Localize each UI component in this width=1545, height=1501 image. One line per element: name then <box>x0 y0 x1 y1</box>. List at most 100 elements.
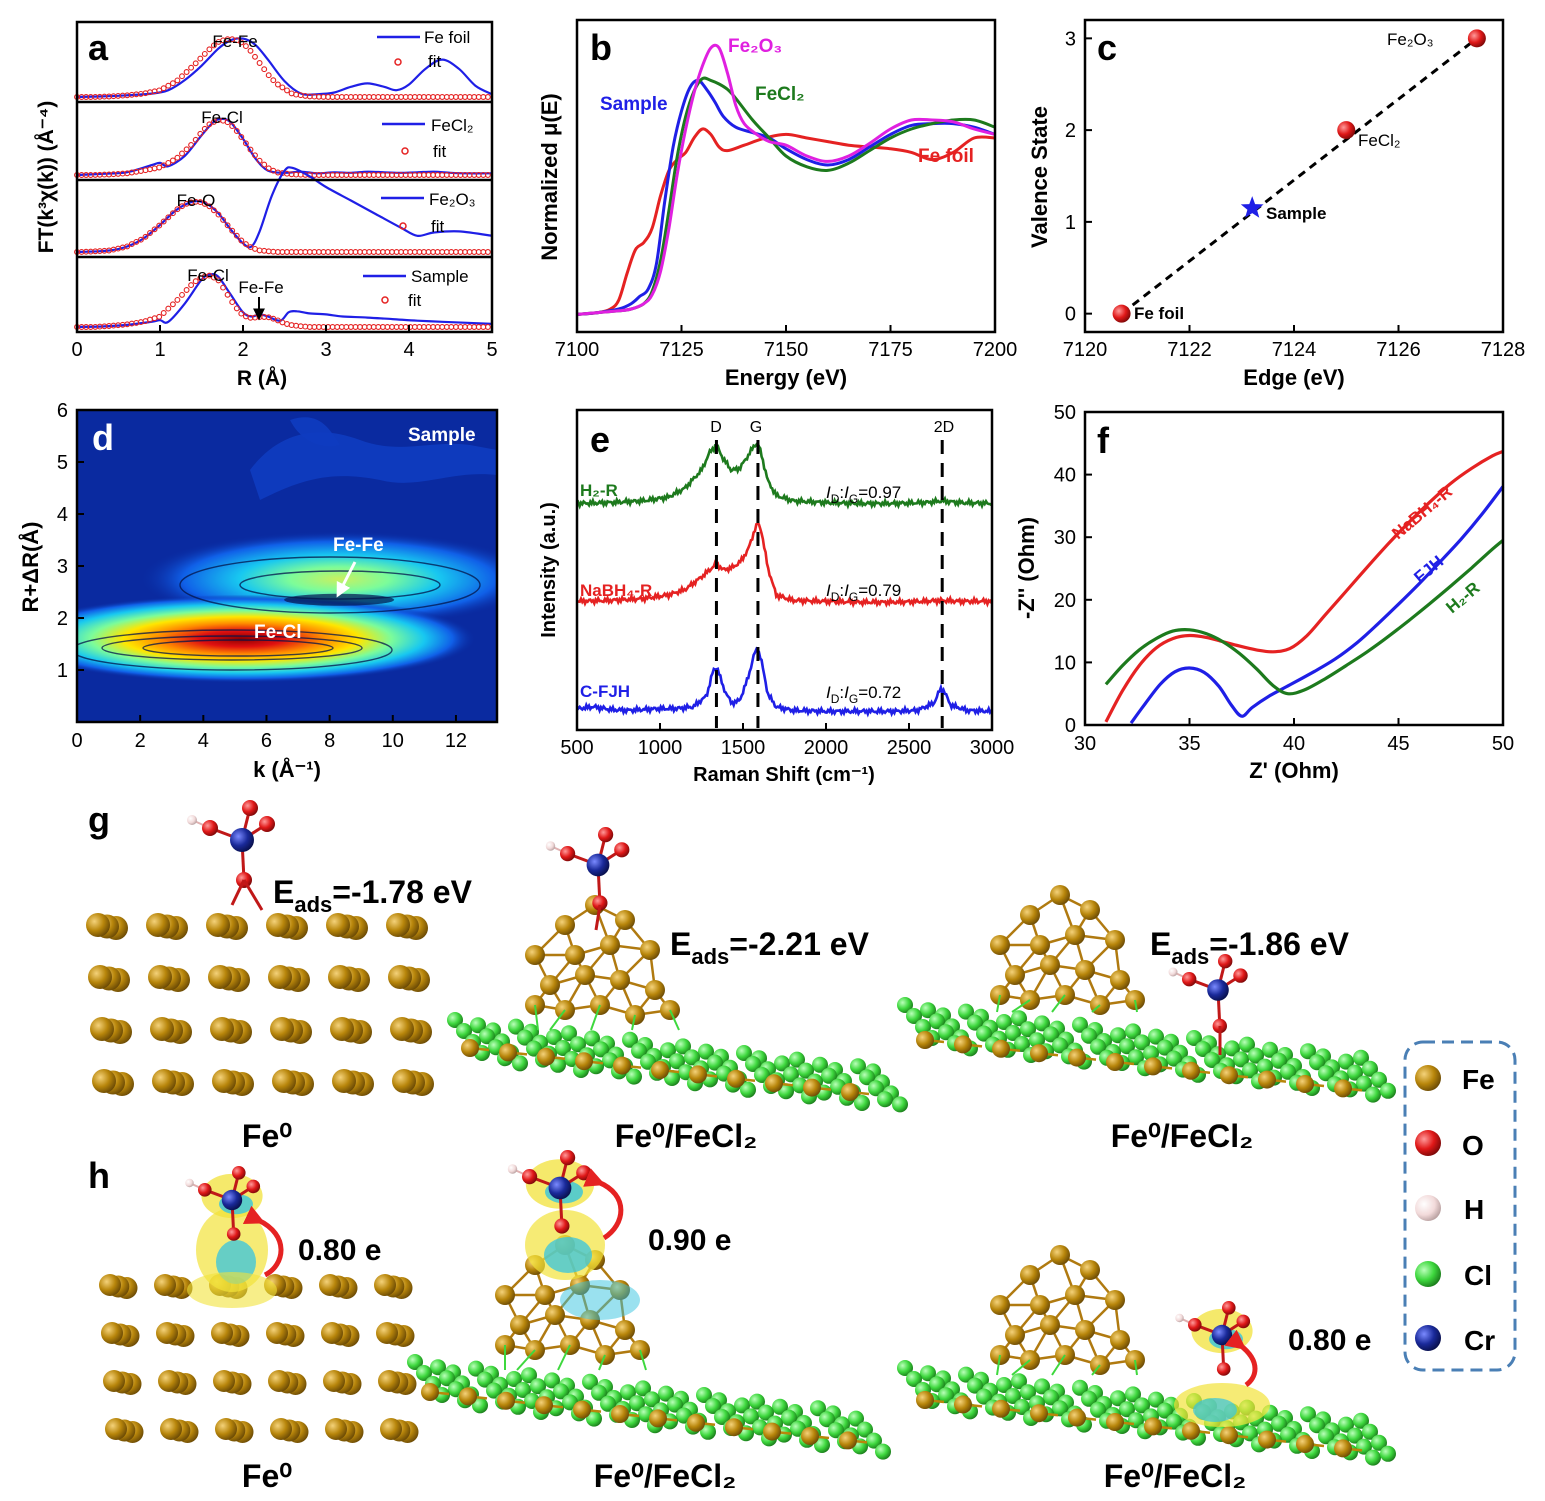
cl-atom <box>740 1081 756 1098</box>
cl-atom <box>866 1432 882 1449</box>
c-label-fecl2: FeCl₂ <box>1358 131 1401 150</box>
e-series-line <box>576 522 993 609</box>
cl-atom <box>743 1408 759 1425</box>
bond <box>1011 999 1031 1013</box>
x-tick-label: 7122 <box>1167 339 1212 361</box>
cl-atom <box>698 1043 714 1060</box>
a3-legend: Fe₂O₃ fit <box>381 190 476 236</box>
h2-charge: 0.90 e <box>648 1224 731 1257</box>
fit-point <box>215 211 222 218</box>
fe-atom <box>268 965 292 989</box>
fit-point <box>165 305 172 312</box>
panel-c: 7120 7122 7124 7126 7128 0 1 2 3 c Edge (eV) Va… <box>1027 18 1525 390</box>
x-tick-label: 2 <box>237 339 248 361</box>
fit-point <box>174 154 181 161</box>
cl-atom <box>736 1045 752 1061</box>
g1-energy: Eads=-1.78 eV <box>273 874 473 917</box>
e-series-line <box>575 646 993 718</box>
bond <box>1011 1359 1031 1376</box>
fit-point <box>165 82 172 89</box>
charge-cloud-cyan <box>1193 1398 1237 1422</box>
panel-c-y-ticks: 0 1 2 3 <box>1065 28 1092 326</box>
o-atom <box>592 895 608 911</box>
fe-atom <box>1334 1439 1352 1458</box>
o-atom <box>1222 1301 1236 1315</box>
legend-h-swatch <box>1415 1195 1441 1221</box>
cl-atom <box>1090 1401 1106 1418</box>
cl-atom <box>1119 1038 1135 1055</box>
x-tick-label: 6 <box>261 730 272 752</box>
fe-atom <box>150 1017 174 1041</box>
cl-atom <box>561 1025 577 1042</box>
e-label-cfjh: C-FJH <box>580 682 630 701</box>
panel-e-x-ticks: 500 1000 1500 2000 2500 3000 <box>560 723 1014 759</box>
a1-legend-line: Fe foil <box>424 28 470 47</box>
cl-atom <box>1362 1423 1378 1440</box>
fe-atom <box>1144 1417 1162 1436</box>
fit-point <box>252 152 258 159</box>
fit-point <box>206 203 213 210</box>
fe-atom <box>803 1078 821 1097</box>
g2-energy: Eads=-2.21 eV <box>670 926 870 969</box>
fit-point <box>210 274 217 281</box>
panel-b-y-label: Normalized μ(E) <box>537 93 562 260</box>
cl-atom <box>1134 1397 1150 1414</box>
panel-f-x-ticks: 30 35 40 45 50 <box>1074 718 1514 755</box>
cl-atom <box>582 1373 598 1390</box>
cl-atom <box>626 1068 642 1085</box>
cl-atom <box>1110 1390 1126 1407</box>
fe-atom <box>268 1370 290 1392</box>
cl-atom <box>1353 1412 1369 1429</box>
fit-point <box>156 164 163 171</box>
fe-atom <box>687 1413 705 1432</box>
a2-legend-line: FeCl₂ <box>431 116 474 135</box>
panel-d-x-ticks: 0 2 4 6 8 10 12 <box>71 715 467 752</box>
cl-atom <box>555 1040 571 1056</box>
fit-point <box>128 241 135 248</box>
f-label-fjh: FJH <box>1410 552 1447 587</box>
g-structure-fe0 <box>86 800 434 1096</box>
fe-atom <box>374 1274 396 1296</box>
h1-label: Fe⁰ <box>242 1458 292 1494</box>
h-structure-fe0-fecl2-a <box>407 1150 891 1460</box>
panel-e-y-label: Intensity (a.u.) <box>538 502 560 638</box>
cl-atom <box>897 997 913 1013</box>
cl-atom <box>976 1025 992 1042</box>
bond <box>1091 1004 1101 1013</box>
fe-atom <box>649 1409 667 1428</box>
bond <box>1134 1359 1138 1376</box>
c-point-circle <box>1337 121 1356 140</box>
fe-atom <box>499 1043 517 1062</box>
cl-atom <box>976 1388 992 1405</box>
fe-atom <box>270 1017 294 1041</box>
panel-a-x-ticks: 0 1 2 3 4 5 <box>71 325 498 361</box>
fe-atom <box>651 1061 669 1079</box>
fe-atom <box>555 915 575 935</box>
fit-point <box>142 233 149 240</box>
fe-atom <box>332 1069 356 1093</box>
a3-fit-markers <box>74 198 491 255</box>
fe-atom <box>954 1035 972 1054</box>
cl-atom <box>1300 1406 1316 1423</box>
e-series-line <box>575 440 993 510</box>
panel-e: 500 1000 1500 2000 2500 3000 e Raman Shift (c… <box>538 408 1014 786</box>
x-tick-label: 1000 <box>638 737 683 759</box>
x-tick-label: 8 <box>324 730 335 752</box>
cl-atom <box>783 1066 799 1083</box>
fe-atom <box>1258 1430 1276 1449</box>
cl-atom <box>1380 1445 1396 1462</box>
o-atom <box>1236 1314 1251 1329</box>
a1-legend-fit-swatch <box>394 58 402 66</box>
fit-point <box>169 157 176 164</box>
fe-atom <box>1258 1070 1276 1089</box>
f-label-h2r: H₂-R <box>1442 578 1483 617</box>
fit-point <box>484 249 491 255</box>
bond <box>996 1354 1001 1376</box>
fit-point <box>151 165 158 172</box>
o-atom <box>576 1165 592 1181</box>
cl-atom <box>644 1391 660 1408</box>
cl-atom <box>967 1377 983 1394</box>
a1-legend: Fe foil fit <box>377 28 470 71</box>
fit-point <box>137 236 144 243</box>
b-label-sample: Sample <box>600 94 668 115</box>
